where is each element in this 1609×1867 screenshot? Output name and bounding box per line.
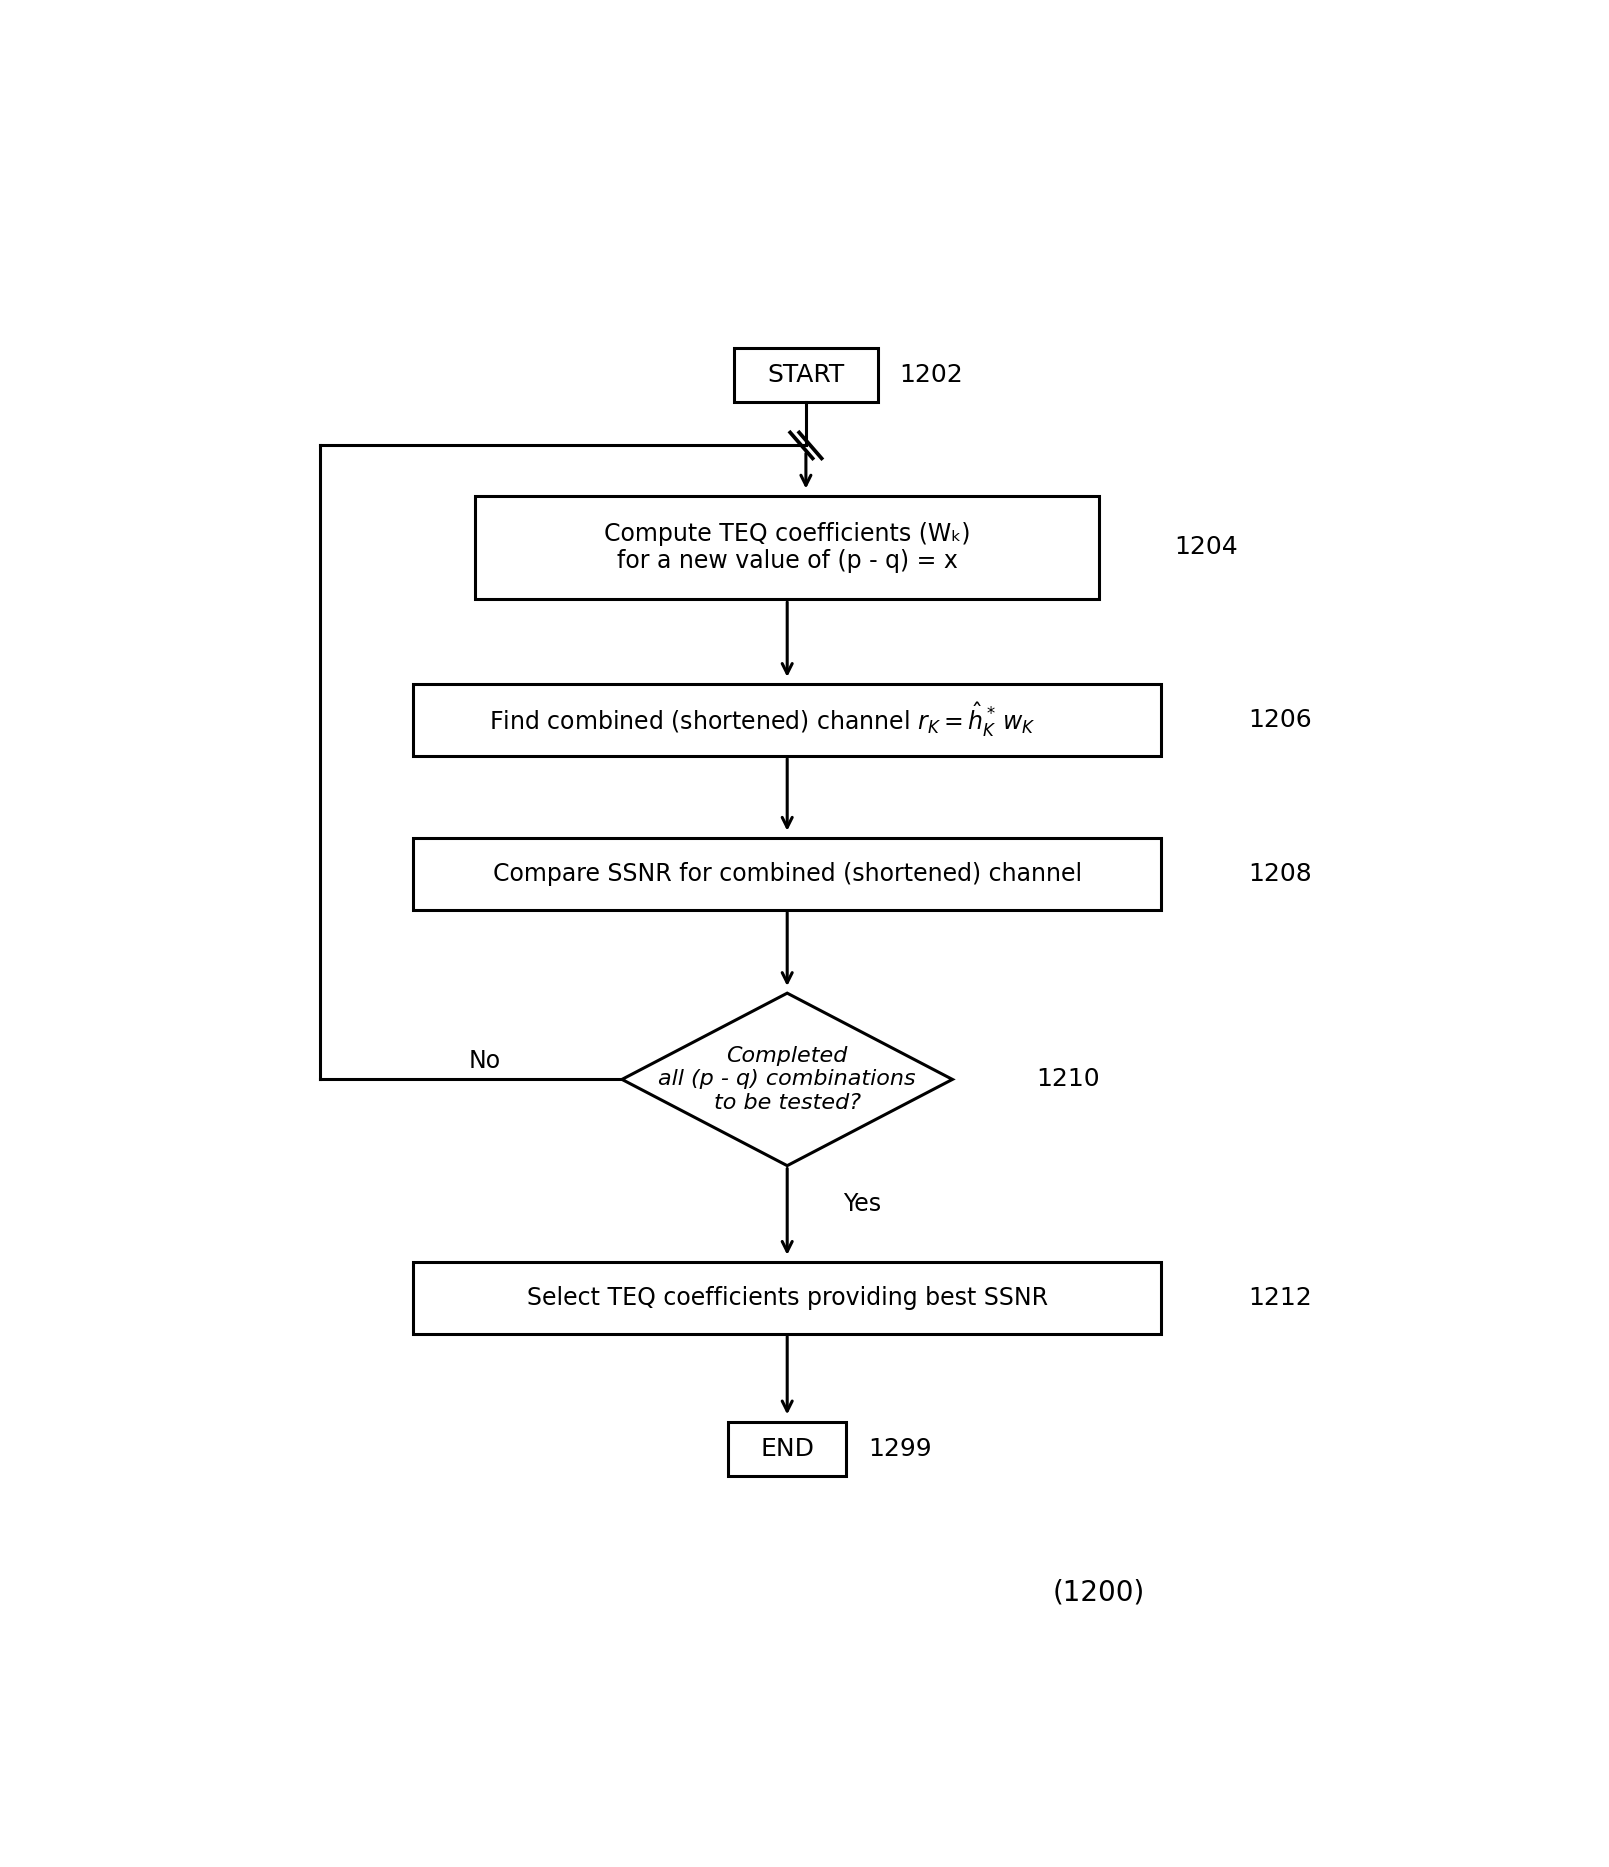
Text: END: END: [759, 1438, 814, 1460]
Bar: [734, 347, 877, 401]
Text: Yes: Yes: [843, 1191, 882, 1215]
Text: Compute TEQ coefficients (Wₖ)
for a new value of (p - q) = x: Compute TEQ coefficients (Wₖ) for a new …: [603, 521, 970, 573]
Text: Compare SSNR for combined (shortened) channel: Compare SSNR for combined (shortened) ch…: [492, 863, 1081, 885]
Bar: [476, 497, 1099, 599]
Text: 1210: 1210: [1036, 1068, 1101, 1092]
Text: No: No: [468, 1049, 500, 1074]
Text: 1212: 1212: [1249, 1286, 1313, 1311]
Text: 1299: 1299: [869, 1438, 932, 1460]
Bar: [414, 838, 1162, 909]
Polygon shape: [623, 993, 953, 1165]
Text: 1202: 1202: [899, 362, 964, 386]
Text: (1200): (1200): [1052, 1579, 1146, 1607]
Bar: [727, 1421, 846, 1477]
Text: START: START: [767, 362, 845, 386]
Text: 1204: 1204: [1173, 536, 1237, 560]
Text: Find combined (shortened) channel $r_K = \hat{h}_K^*\, w_K$: Find combined (shortened) channel $r_K =…: [489, 700, 1036, 739]
Text: Select TEQ coefficients providing best SSNR: Select TEQ coefficients providing best S…: [526, 1286, 1047, 1311]
Bar: [414, 683, 1162, 756]
Bar: [414, 1262, 1162, 1333]
Text: 1206: 1206: [1249, 708, 1313, 732]
Text: Completed
all (p - q) combinations
to be tested?: Completed all (p - q) combinations to be…: [658, 1046, 916, 1113]
Text: 1208: 1208: [1249, 863, 1313, 885]
